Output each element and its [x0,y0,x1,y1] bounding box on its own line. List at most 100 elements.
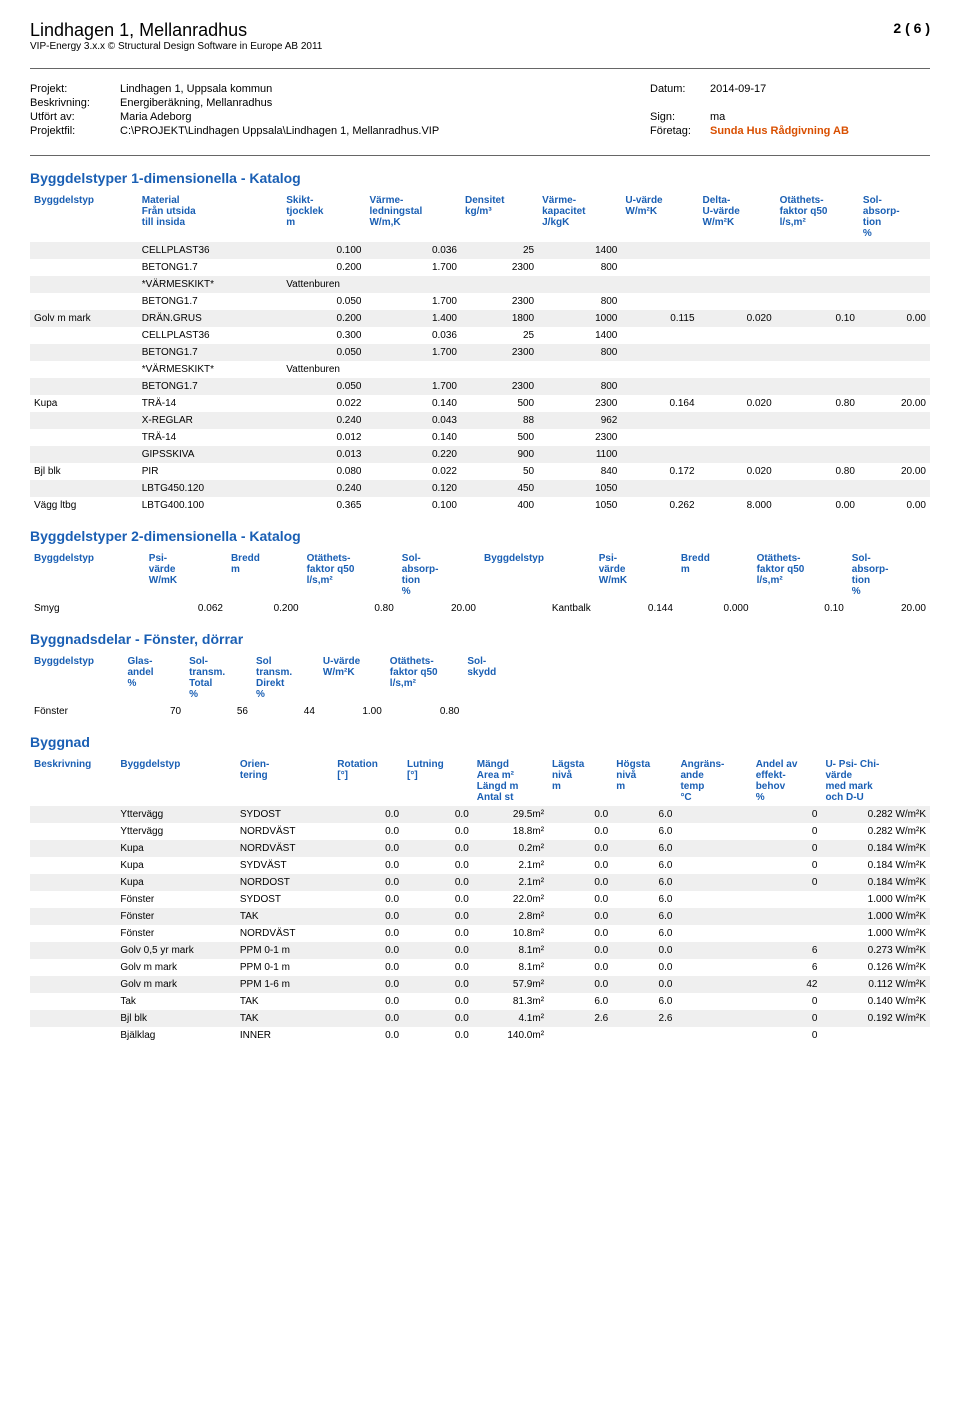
table-cell: 0.020 [699,310,776,327]
table-cell [776,429,859,446]
table-cell [30,993,116,1010]
column-header: U- Psi- Chi-värdemed markoch D-U [821,756,930,806]
table-row: KupaSYDVÄST0.00.02.1m²0.06.000.184 W/m²K [30,857,930,874]
table-cell: BETONG1.7 [138,293,282,310]
table-cell: Tak [116,993,236,1010]
table-cell [621,276,698,293]
table-cell [621,480,698,497]
table-cell: 0.273 W/m²K [821,942,930,959]
table-row: BjälklagINNER0.00.0140.0m²0 [30,1027,930,1044]
column-header: Breddm [677,550,753,600]
table-cell: 0.0 [403,1010,473,1027]
table-cell: 6.0 [612,857,676,874]
table-cell [752,891,822,908]
table-cell [776,276,859,293]
table-cell: 20.00 [848,600,930,617]
table-cell: 4.1m² [473,1010,548,1027]
table-cell [699,259,776,276]
table-cell [621,412,698,429]
table-cell: 0 [752,857,822,874]
table-cell [621,378,698,395]
column-header: Lutning[°] [403,756,473,806]
table-cell: 6.0 [612,891,676,908]
table-cell: 800 [538,344,621,361]
table-cell [676,823,751,840]
table-cell: 0.172 [621,463,698,480]
table-cell: 0.050 [282,378,365,395]
table-cell: 56 [185,703,252,720]
table-cell: 0.012 [282,429,365,446]
table-cell [776,480,859,497]
table-cell: 0 [752,1027,822,1044]
table-cell: 0.220 [365,446,461,463]
table-cell: Golv m mark [116,976,236,993]
table-cell: 1100 [538,446,621,463]
table-cell: 0.0 [333,1010,403,1027]
table-cell [821,1027,930,1044]
table-cell [30,908,116,925]
table-cell: PPM 0-1 m [236,942,333,959]
table-cell: NORDVÄST [236,823,333,840]
table-cell: 0.0 [403,823,473,840]
table-cell: 0.0 [403,874,473,891]
table-cell: 840 [538,463,621,480]
table-cell [676,891,751,908]
table-cell [30,378,138,395]
table-cell: 0.140 W/m²K [821,993,930,1010]
table-cell: 6.0 [612,823,676,840]
table-row: FönsterNORDVÄST0.00.010.8m²0.06.01.000 W… [30,925,930,942]
table-cell: 0.0 [333,840,403,857]
table-cell: 1050 [538,480,621,497]
table-cell [463,703,525,720]
table-row: GIPSSKIVA0.0130.2209001100 [30,446,930,463]
table-cell: 0.80 [303,600,398,617]
table-cell: 0.240 [282,412,365,429]
table-cell [30,344,138,361]
table-cell: 0.013 [282,446,365,463]
table-cell: 0.020 [699,463,776,480]
table-cell: 1800 [461,310,538,327]
table-cell: 1.700 [365,259,461,276]
table-cell: 57.9m² [473,976,548,993]
column-header: Andel aveffekt-behov% [752,756,822,806]
table-cell: 1400 [538,242,621,259]
table-cell [776,242,859,259]
table-cell [776,361,859,378]
table-cell: 0.0 [548,976,612,993]
table-cell: Kupa [116,857,236,874]
column-header: Beskrivning [30,756,116,806]
table-cell [30,857,116,874]
table-cell: 0.240 [282,480,365,497]
table-cell: Kantbalk [480,600,595,617]
table-cell: Fönster [30,703,123,720]
meta-label: Projekt: [30,83,120,95]
table-row: TRÄ-140.0120.1405002300 [30,429,930,446]
column-header: Rotation[°] [333,756,403,806]
table-cell: 0.120 [365,480,461,497]
table-cell: 0.0 [333,976,403,993]
section-title-4: Byggnad [30,734,930,750]
section-title-2: Byggdelstyper 2-dimensionella - Katalog [30,528,930,544]
table-cell [538,276,621,293]
table-cell: 0.0 [333,942,403,959]
table-cell: 2300 [461,378,538,395]
table-cell [699,276,776,293]
table-cell [30,412,138,429]
table-cell: 1.000 W/m²K [821,908,930,925]
meta-label: Företag: [650,125,710,137]
table-cell: 10.8m² [473,925,548,942]
table-cell: 2300 [461,293,538,310]
doc-title: Lindhagen 1, Mellanradhus [30,20,322,41]
table-cell: PPM 0-1 m [236,959,333,976]
table-row: TakTAK0.00.081.3m²6.06.000.140 W/m²K [30,993,930,1010]
table-cell [699,480,776,497]
meta-value: 2014-09-17 [710,83,766,95]
table-cell: 0.00 [776,497,859,514]
table-cell [30,823,116,840]
table-cell [30,806,116,823]
table-row: YtterväggNORDVÄST0.00.018.8m²0.06.000.28… [30,823,930,840]
table-cell: Golv m mark [30,310,138,327]
table-row: BETONG1.70.0501.7002300800 [30,293,930,310]
table-cell [776,378,859,395]
table-cell [752,925,822,942]
